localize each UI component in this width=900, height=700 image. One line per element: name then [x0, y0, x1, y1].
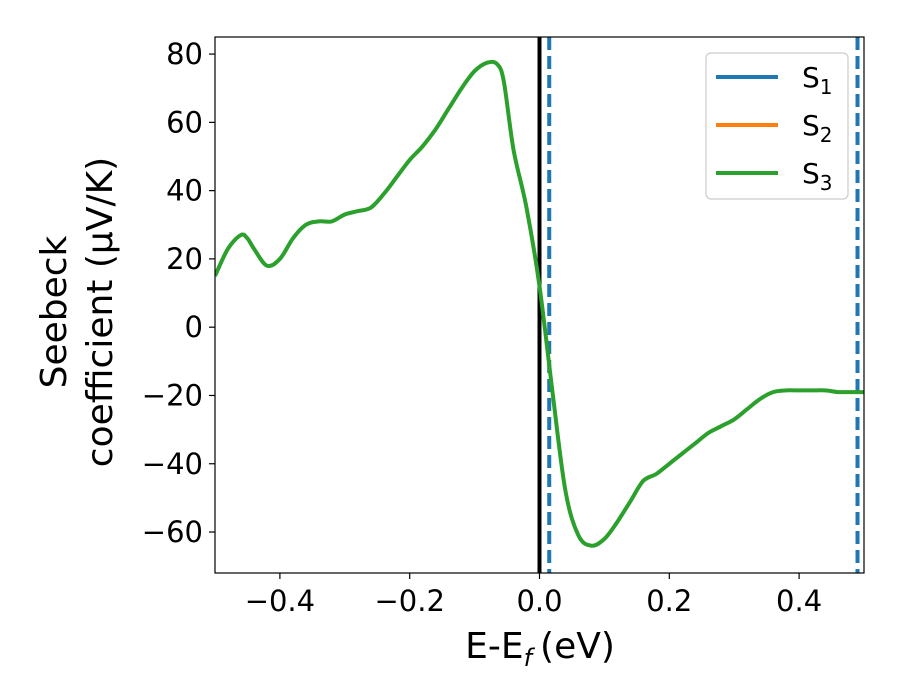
x-tick-label: −0.2 [374, 584, 444, 618]
y-tick-label: 20 [166, 242, 203, 276]
y-tick-label: 60 [166, 105, 203, 139]
axes: −0.4 −0.2 0.0 0.2 0.4 80 60 40 20 0 −20 −40 −60 [142, 36, 865, 618]
plot-inner [215, 37, 864, 573]
axis-labels: E-Ef (eV) Seebeck coefficient (μV/K) [34, 157, 615, 672]
legend-label-sub: 3 [820, 171, 833, 195]
y-tick-label: 0 [185, 310, 203, 344]
y-tick-label: −60 [142, 515, 203, 549]
legend-label-s2: S2 [802, 109, 833, 147]
x-axis-label-main: E-E [465, 626, 523, 667]
legend-label-sub: 1 [820, 75, 833, 99]
y-tick-label: 40 [166, 174, 203, 208]
x-tick-label: 0.4 [776, 584, 822, 618]
y-tick-label: 80 [166, 37, 203, 71]
series-line-s3 [215, 59, 864, 548]
y-axis-label-line2: coefficient (μV/K) [80, 157, 121, 467]
legend-label-sub: 2 [820, 123, 833, 147]
y-axis-label-line1: Seebeck [34, 235, 75, 388]
y-tick-label: −40 [142, 447, 203, 481]
x-axis-label-unit: (eV) [540, 626, 615, 667]
legend-label-s3: S3 [802, 157, 833, 195]
x-tick-label: 0.0 [516, 584, 562, 618]
legend-label-s1: S1 [802, 61, 833, 99]
plot-area [215, 37, 864, 573]
x-tick-label: −0.4 [245, 584, 315, 618]
x-tick-label: 0.2 [646, 584, 692, 618]
x-axis-label-sub: f [524, 644, 536, 672]
legend-label-main: S [802, 61, 820, 94]
legend-label-main: S [802, 109, 820, 142]
x-axis-label: E-Ef (eV) [465, 626, 615, 672]
y-tick-label: −20 [142, 378, 203, 412]
legend-label-main: S [802, 157, 820, 190]
